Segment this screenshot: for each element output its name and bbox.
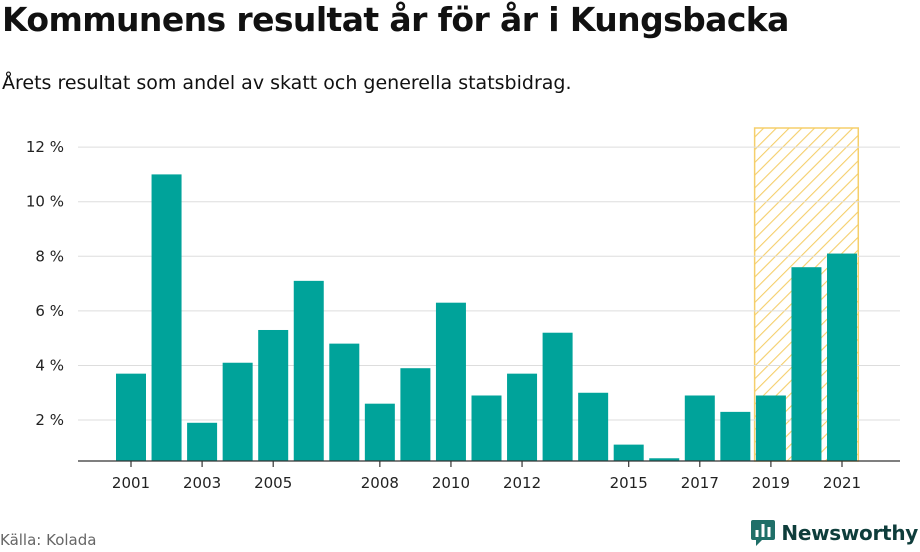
bar-2013: [542, 332, 573, 461]
chart-title: Kommunens resultat år för år i Kungsback…: [2, 0, 789, 39]
bar-2020: [791, 267, 822, 461]
bar-2016: [649, 458, 680, 461]
x-tick-label: 2019: [752, 474, 790, 492]
x-tick-label: 2017: [681, 474, 719, 492]
x-tick-label: 2008: [361, 474, 399, 492]
bar-2018: [720, 411, 751, 461]
y-tick-label: 2 %: [35, 411, 64, 429]
chart-subtitle: Årets resultat som andel av skatt och ge…: [2, 72, 572, 94]
bar-2007: [329, 343, 360, 461]
bar-2009: [400, 368, 431, 461]
x-tick-label: 2005: [254, 474, 292, 492]
y-tick-label: 4 %: [35, 356, 64, 374]
bar-2012: [507, 373, 538, 461]
newsworthy-logo-icon: [751, 520, 776, 546]
x-tick-label: 2001: [112, 474, 150, 492]
brand-logo: Newsworthy: [750, 518, 918, 548]
bar-2002: [151, 174, 182, 461]
y-tick-label: 12 %: [26, 138, 64, 156]
bar-2003: [187, 422, 218, 461]
bar-2017: [684, 395, 715, 461]
y-tick-label: 10 %: [26, 193, 64, 211]
source-note: Källa: Kolada: [0, 531, 97, 549]
x-tick-label: 2010: [432, 474, 470, 492]
brand-name: Newsworthy: [781, 521, 918, 545]
y-tick-label: 6 %: [35, 302, 64, 320]
bar-2014: [578, 392, 609, 461]
bar-2001: [116, 373, 146, 461]
bar-2005: [258, 329, 289, 461]
bar-2010: [435, 302, 466, 461]
x-tick-label: 2003: [183, 474, 221, 492]
bar-2019: [755, 395, 786, 461]
y-tick-label: 8 %: [35, 247, 64, 265]
bar-2015: [613, 444, 644, 461]
x-tick-label: 2021: [823, 474, 861, 492]
bar-2004: [222, 362, 253, 461]
x-tick-label: 2012: [503, 474, 541, 492]
x-tick-label: 2015: [610, 474, 648, 492]
bar-2008: [364, 403, 395, 461]
bar-2021: [827, 253, 857, 461]
bar-2006: [293, 280, 324, 461]
bar-2011: [471, 395, 502, 461]
